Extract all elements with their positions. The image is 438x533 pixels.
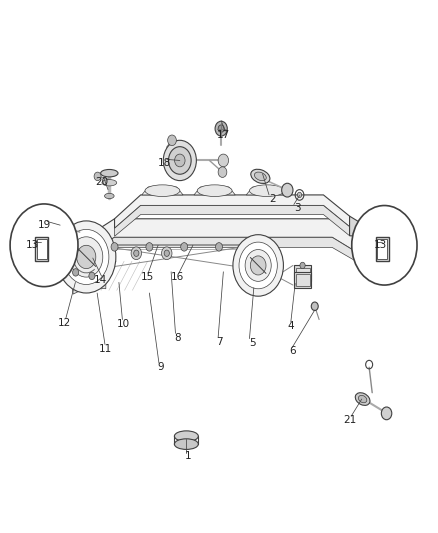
Circle shape — [300, 262, 305, 269]
Circle shape — [10, 204, 78, 287]
Ellipse shape — [105, 193, 114, 199]
Circle shape — [60, 223, 65, 230]
Text: 7: 7 — [215, 337, 223, 347]
Ellipse shape — [101, 169, 118, 177]
Polygon shape — [367, 243, 387, 272]
Circle shape — [282, 183, 293, 197]
Polygon shape — [78, 219, 367, 259]
Text: 12: 12 — [58, 318, 71, 328]
Circle shape — [56, 219, 69, 235]
Circle shape — [64, 229, 109, 285]
Polygon shape — [115, 195, 350, 228]
Circle shape — [175, 154, 185, 167]
Circle shape — [164, 250, 170, 256]
Circle shape — [162, 247, 172, 260]
Circle shape — [89, 272, 95, 280]
Text: 14: 14 — [94, 275, 107, 285]
Text: 2: 2 — [269, 193, 276, 204]
Ellipse shape — [174, 431, 198, 441]
Text: 13: 13 — [26, 240, 39, 251]
Text: 18: 18 — [158, 158, 171, 168]
Polygon shape — [350, 216, 367, 237]
Circle shape — [168, 135, 177, 146]
Text: 11: 11 — [99, 344, 113, 354]
Text: 21: 21 — [343, 415, 356, 425]
Bar — [294, 272, 311, 288]
Bar — [296, 274, 310, 286]
Circle shape — [111, 243, 118, 251]
Ellipse shape — [358, 395, 367, 403]
Circle shape — [146, 243, 153, 251]
Circle shape — [57, 221, 116, 293]
Polygon shape — [142, 187, 183, 195]
Text: 19: 19 — [38, 220, 52, 230]
Ellipse shape — [355, 393, 370, 406]
Text: 4: 4 — [287, 321, 294, 331]
Bar — [49, 250, 57, 264]
Circle shape — [169, 147, 191, 174]
Polygon shape — [246, 187, 288, 195]
Bar — [296, 268, 310, 279]
Text: 1: 1 — [185, 451, 192, 462]
Circle shape — [311, 302, 318, 311]
Circle shape — [381, 407, 392, 419]
Ellipse shape — [145, 185, 180, 197]
Circle shape — [94, 172, 101, 181]
Text: 10: 10 — [117, 319, 130, 329]
Bar — [35, 237, 48, 261]
Circle shape — [131, 247, 141, 260]
Text: 17: 17 — [217, 130, 230, 140]
Bar — [37, 239, 47, 259]
Bar — [294, 265, 311, 281]
Text: 8: 8 — [174, 333, 181, 343]
Text: 20: 20 — [95, 176, 108, 187]
Circle shape — [218, 125, 224, 132]
Polygon shape — [78, 237, 367, 268]
Circle shape — [181, 243, 187, 251]
Circle shape — [297, 192, 302, 198]
Text: 15: 15 — [141, 272, 154, 282]
Bar — [378, 239, 387, 259]
Ellipse shape — [197, 185, 232, 197]
Circle shape — [70, 237, 103, 277]
Circle shape — [163, 140, 196, 181]
Circle shape — [215, 121, 227, 136]
Text: 3: 3 — [294, 203, 300, 213]
Ellipse shape — [251, 169, 270, 183]
Circle shape — [77, 245, 96, 269]
Circle shape — [134, 250, 139, 256]
Text: 16: 16 — [171, 272, 184, 282]
Circle shape — [239, 242, 277, 289]
Text: 9: 9 — [157, 362, 163, 372]
Polygon shape — [115, 206, 350, 236]
Text: 13: 13 — [374, 240, 387, 251]
Ellipse shape — [102, 180, 117, 186]
Ellipse shape — [174, 439, 198, 449]
Polygon shape — [70, 266, 106, 294]
Text: 6: 6 — [289, 346, 295, 357]
Circle shape — [233, 235, 283, 296]
Circle shape — [218, 167, 227, 177]
Circle shape — [73, 269, 79, 276]
Circle shape — [215, 243, 223, 251]
Bar — [376, 237, 389, 261]
Circle shape — [352, 206, 417, 285]
Ellipse shape — [254, 172, 266, 181]
Text: 5: 5 — [249, 338, 255, 348]
Circle shape — [245, 249, 271, 281]
Polygon shape — [194, 187, 235, 195]
Circle shape — [251, 256, 266, 275]
Ellipse shape — [250, 185, 284, 197]
Circle shape — [218, 154, 229, 167]
